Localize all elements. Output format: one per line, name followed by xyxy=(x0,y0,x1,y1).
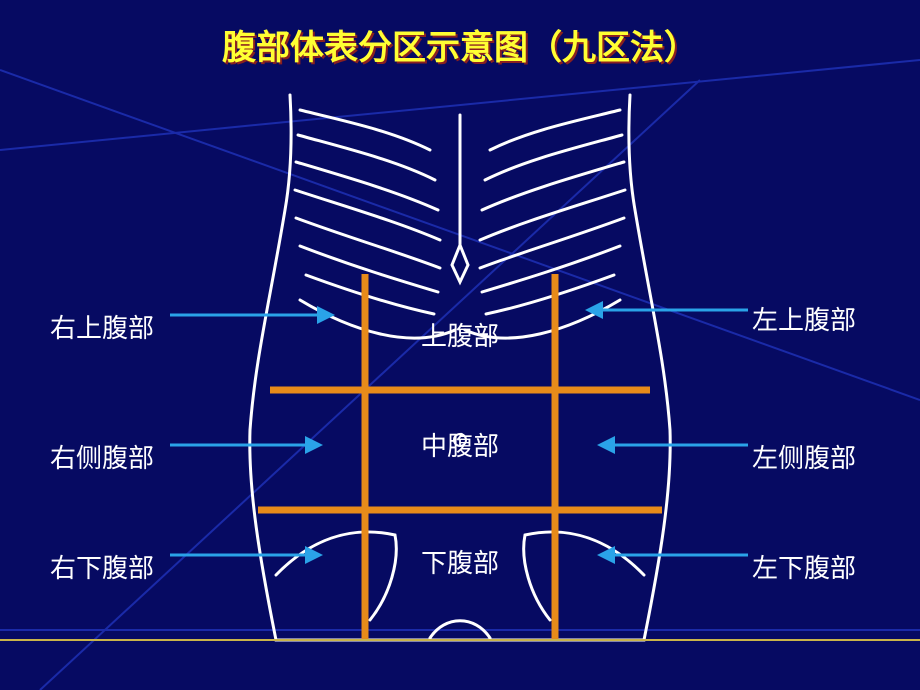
center-region-label: 中腹部 xyxy=(421,431,499,461)
side-label-right-lower: 右下腹部 xyxy=(50,548,154,585)
side-label-right-upper: 右上腹部 xyxy=(50,308,154,345)
slide-stage: 上腹部中腹部下腹部 腹部体表分区示意图（九区法） 右上腹部右侧腹部右下腹部 左上腹… xyxy=(0,0,920,690)
side-label-left-lower: 左下腹部 xyxy=(752,548,856,585)
side-label-left-upper: 左上腹部 xyxy=(752,300,856,337)
slide-title: 腹部体表分区示意图（九区法） xyxy=(0,20,920,69)
center-region-label: 下腹部 xyxy=(421,548,499,578)
diagram-svg: 上腹部中腹部下腹部 xyxy=(0,0,920,690)
side-label-left-middle: 左侧腹部 xyxy=(752,438,856,475)
center-region-label: 上腹部 xyxy=(421,321,499,351)
side-label-right-middle: 右侧腹部 xyxy=(50,438,154,475)
